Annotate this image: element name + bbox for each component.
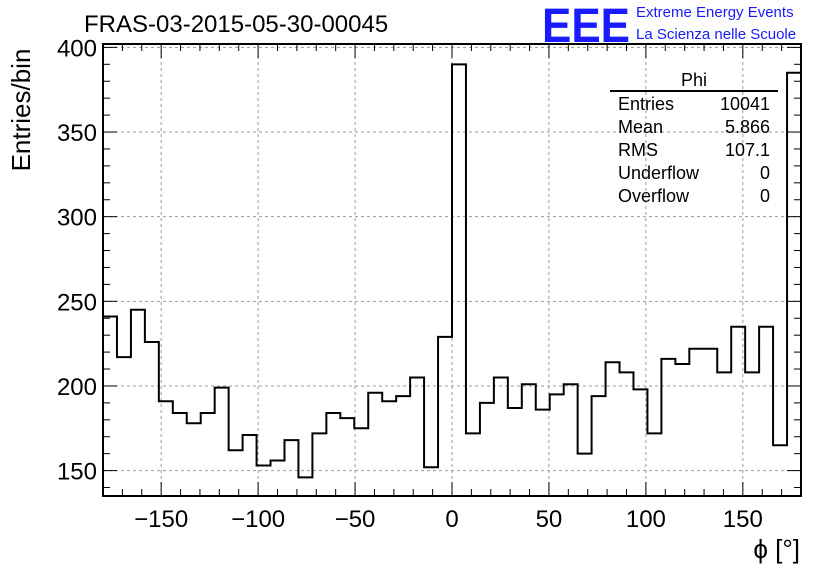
histogram-bin xyxy=(633,389,647,496)
x-tick-label: 100 xyxy=(626,506,666,533)
histogram-bin xyxy=(522,384,536,496)
histogram-bin xyxy=(466,433,480,496)
x-tick-label: −150 xyxy=(134,506,188,533)
histogram-bin xyxy=(410,377,424,496)
histogram-bin xyxy=(745,372,759,496)
histogram-bin xyxy=(131,310,145,496)
eee-logo-mark: EEE xyxy=(542,0,630,53)
histogram-bin xyxy=(564,384,578,496)
x-tick-label: 50 xyxy=(536,506,563,533)
histogram-bin xyxy=(117,357,131,496)
histogram-bin xyxy=(229,450,243,496)
histogram-bin xyxy=(173,413,187,496)
histogram-bin xyxy=(298,477,312,496)
histogram-bin xyxy=(354,428,368,496)
x-tick-label: 0 xyxy=(445,506,458,533)
histogram-bin xyxy=(284,440,298,496)
histogram-bin xyxy=(452,64,466,496)
y-axis-title: Entries/bin xyxy=(6,49,36,172)
x-axis-title: ϕ [°] xyxy=(753,534,800,564)
x-tick-label: −100 xyxy=(231,506,285,533)
x-tick-label: 150 xyxy=(723,506,763,533)
histogram-bin xyxy=(536,410,550,496)
stats-row-label: Mean xyxy=(618,117,663,137)
stats-row-value: 107.1 xyxy=(725,140,770,160)
logo-line-2: La Scienza nelle Scuole xyxy=(636,26,796,43)
histogram-bin xyxy=(689,349,703,496)
histogram-outline xyxy=(102,63,802,496)
histogram-bin xyxy=(424,467,438,496)
histogram-bin xyxy=(703,349,717,496)
histogram-bin xyxy=(201,413,215,496)
histogram-bin xyxy=(661,359,675,496)
histogram-bin xyxy=(145,342,159,496)
histogram-bin xyxy=(382,401,396,496)
histogram-bin xyxy=(480,403,494,496)
histogram-bin xyxy=(326,413,340,496)
stats-row-label: Underflow xyxy=(618,163,700,183)
axis-tick-labels: −150 −100 −50 0 50 100 150 150 200 250 300 350 400 xyxy=(57,35,763,533)
stats-rows: Entries 10041 Mean 5.866 RMS 107.1 Underflow 0 O… xyxy=(618,94,770,206)
stats-row-value: 0 xyxy=(760,163,770,183)
eee-logo: EEE Extreme Energy Events La Scienza nel… xyxy=(542,0,796,53)
x-tick-label: −50 xyxy=(335,506,376,533)
histogram-bin xyxy=(396,396,410,496)
histogram-bin xyxy=(340,418,354,496)
y-tick-label: 350 xyxy=(57,120,97,147)
stats-row-value: 0 xyxy=(760,186,770,206)
stats-title: Phi xyxy=(681,70,707,90)
histogram-bin xyxy=(606,362,620,496)
histogram-bin xyxy=(257,466,271,496)
histogram-bin xyxy=(647,433,661,496)
stats-row-value: 5.866 xyxy=(725,117,770,137)
histogram-bin xyxy=(620,372,634,496)
axis-ticks xyxy=(103,44,801,496)
histogram-bin xyxy=(215,388,229,496)
stats-row-label: Entries xyxy=(618,94,674,114)
stats-row-label: RMS xyxy=(618,140,658,160)
histogram-bin xyxy=(438,337,452,496)
logo-line-1: Extreme Energy Events xyxy=(636,4,794,21)
histogram-bin xyxy=(103,317,117,496)
y-tick-label: 300 xyxy=(57,205,97,232)
histogram-bin xyxy=(550,394,564,496)
histogram-bin xyxy=(243,435,257,496)
histogram-bin xyxy=(187,423,201,496)
histogram-bin xyxy=(675,364,689,496)
y-tick-label: 250 xyxy=(57,289,97,316)
histogram-bin xyxy=(508,408,522,496)
stats-row-value: 10041 xyxy=(720,94,770,114)
stats-box: Phi Entries 10041 Mean 5.866 RMS 107.1 Underfl… xyxy=(610,70,778,206)
histogram-bin xyxy=(494,377,508,496)
y-tick-label: 400 xyxy=(57,35,97,62)
histogram-bin xyxy=(717,372,731,496)
histogram-bin xyxy=(368,393,382,496)
histogram-bin xyxy=(592,396,606,496)
histogram-bin xyxy=(578,454,592,496)
stats-row-label: Overflow xyxy=(618,186,690,206)
histogram-bin xyxy=(312,433,326,496)
y-tick-label: 150 xyxy=(57,459,97,486)
y-tick-label: 200 xyxy=(57,374,97,401)
chart-title: FRAS-03-2015-05-30-00045 xyxy=(84,11,388,38)
